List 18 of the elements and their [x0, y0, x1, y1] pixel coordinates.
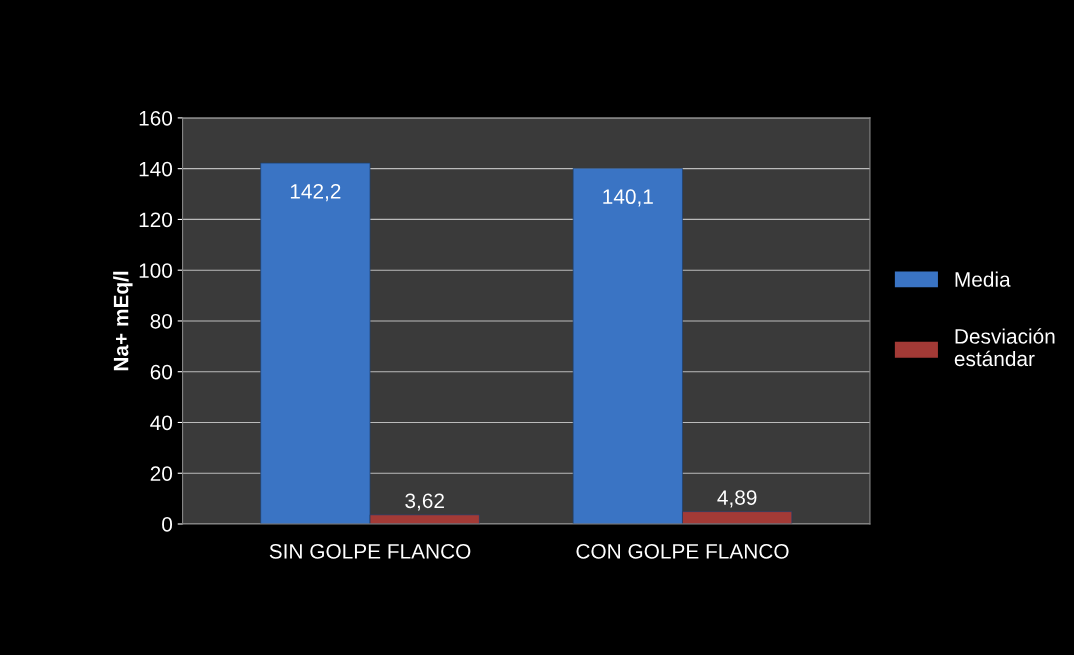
x-tick-label: SIN GOLPE FLANCO [269, 543, 471, 559]
data-label: 4,89 [717, 490, 757, 508]
data-label: 3,62 [405, 493, 444, 511]
y-tick-label: 160 [139, 110, 173, 126]
x-tick-label: CON GOLPE FLANCO [576, 543, 789, 559]
y-tick-label: 140 [139, 161, 173, 177]
y-tick-label: 0 [162, 517, 173, 532]
legend-label: Desviación estándar [954, 328, 1055, 367]
y-tick-label: 120 [139, 212, 173, 228]
data-label: 140,1 [603, 189, 653, 207]
y-axis-title: Na+ mEq/l [113, 271, 133, 371]
data-label: 142,2 [290, 183, 341, 202]
y-tick-label: 80 [150, 313, 173, 329]
y-tick-label: 20 [150, 466, 173, 481]
y-tick-label: 40 [150, 415, 173, 431]
legend-label: Media [955, 271, 1011, 287]
y-tick-label: 100 [139, 263, 173, 278]
y-tick-label: 60 [150, 364, 173, 380]
